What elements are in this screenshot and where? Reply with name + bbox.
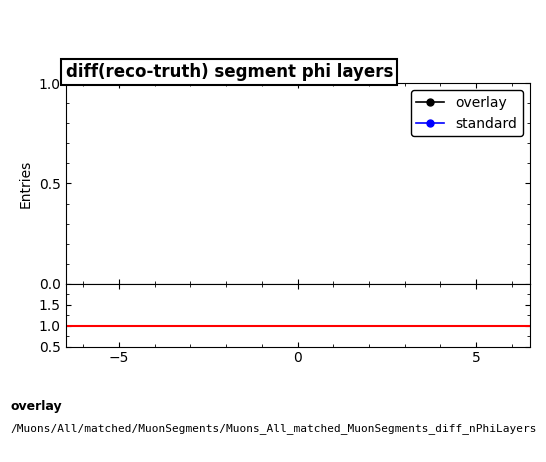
Text: diff(reco-truth) segment phi layers: diff(reco-truth) segment phi layers bbox=[66, 63, 393, 81]
Y-axis label: Entries: Entries bbox=[19, 159, 33, 207]
Text: /Muons/All/matched/MuonSegments/Muons_All_matched_MuonSegments_diff_nPhiLayers: /Muons/All/matched/MuonSegments/Muons_Al… bbox=[11, 423, 537, 434]
Legend: overlay, standard: overlay, standard bbox=[411, 90, 523, 136]
Text: overlay: overlay bbox=[11, 400, 63, 413]
